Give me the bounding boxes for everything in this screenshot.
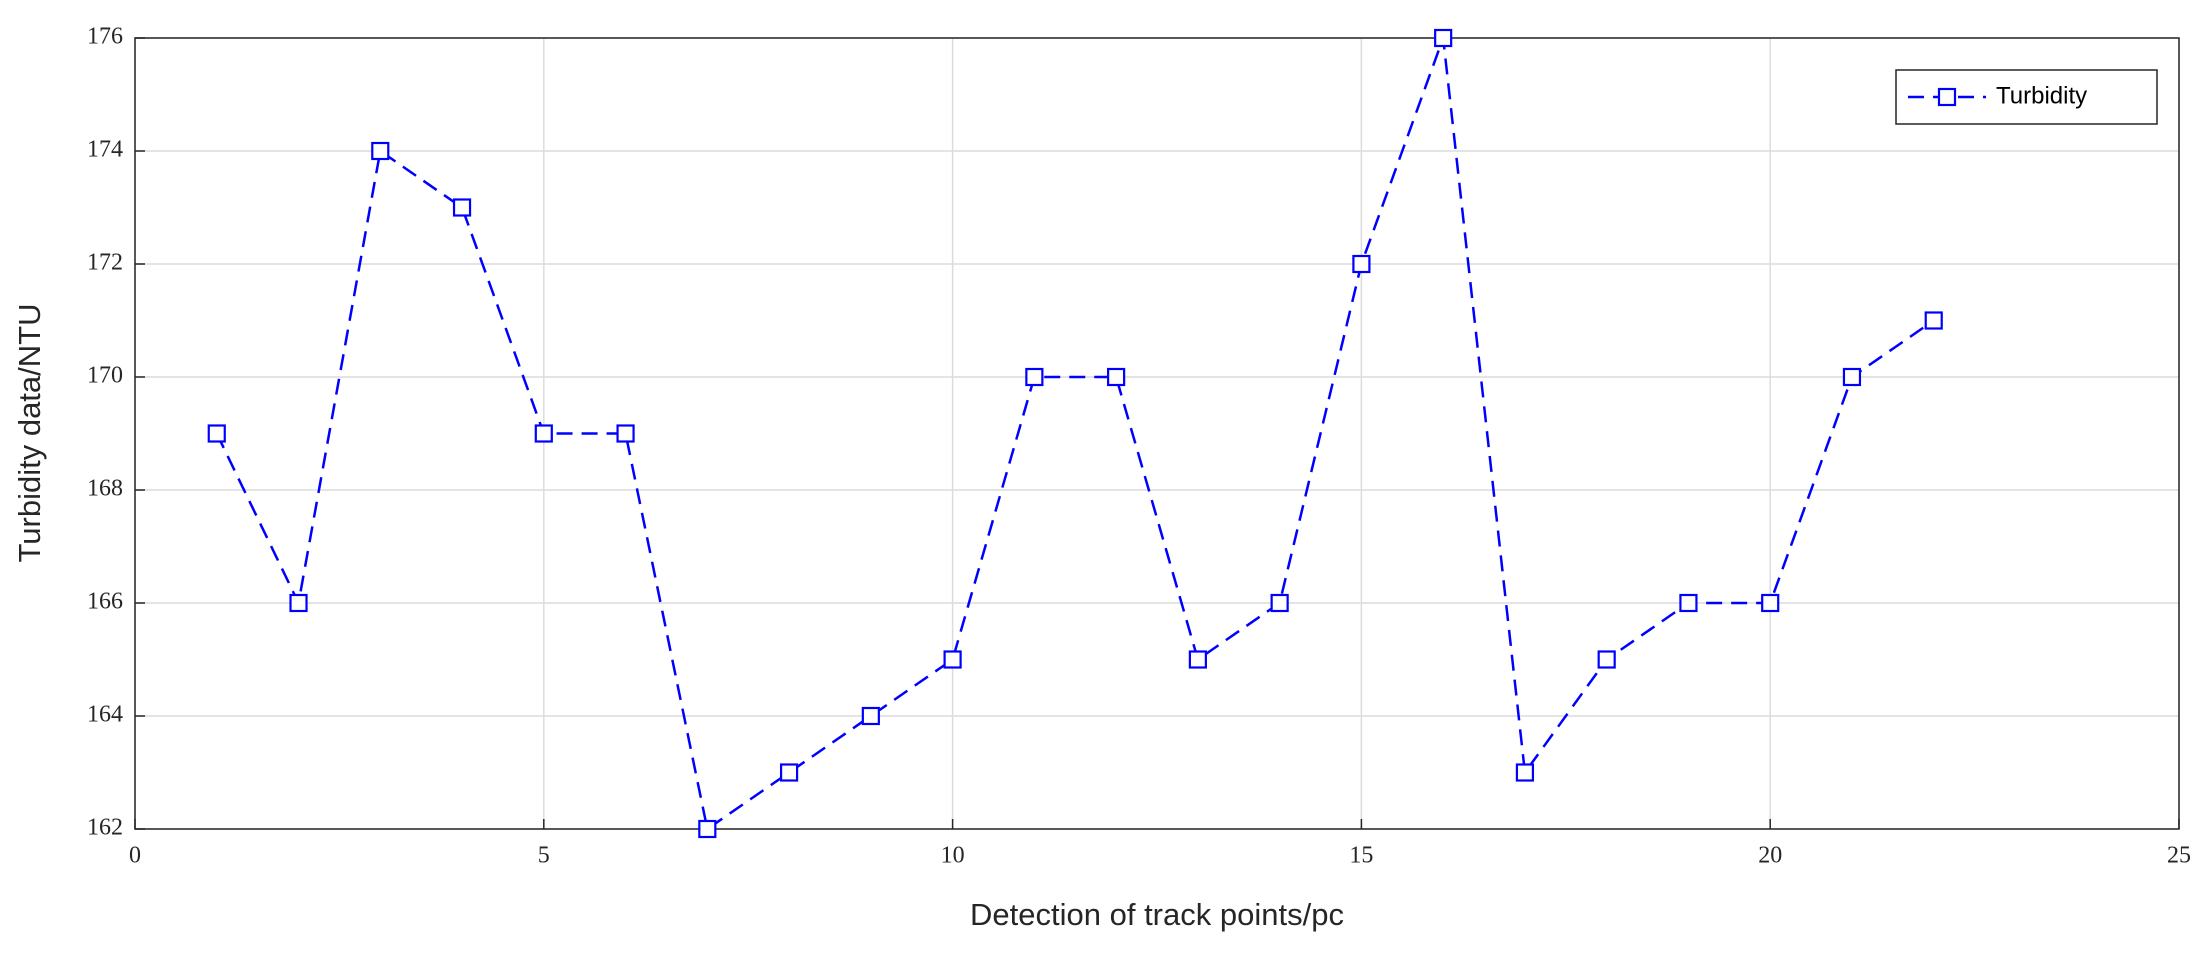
data-point: [1761, 593, 1780, 613]
data-point: [1434, 28, 1453, 48]
y-tick-label: 166: [87, 589, 123, 615]
plot-frame: [134, 37, 2180, 830]
data-point: [861, 706, 880, 726]
x-axis-label: Detection of track points/pc: [970, 897, 1344, 932]
y-tick-label: 162: [87, 815, 123, 841]
y-tick-label: 164: [87, 702, 123, 728]
data-point: [1924, 311, 1943, 330]
y-axis-label: Turbidity data/NTU: [12, 304, 47, 563]
data-point: [1597, 650, 1616, 669]
y-tick-label: 170: [87, 363, 123, 389]
data-point: [779, 763, 799, 782]
data-point: [1188, 650, 1207, 669]
data-point: [371, 141, 390, 161]
y-tick-label: 176: [87, 24, 123, 50]
data-point: [943, 650, 962, 669]
data-point: [698, 819, 717, 839]
data-point: [1025, 367, 1044, 387]
x-tick-label: 25: [2167, 843, 2191, 869]
x-tick-label: 0: [129, 843, 141, 869]
data-point: [616, 424, 635, 443]
data-point: [1270, 593, 1289, 613]
x-tick-label: 10: [941, 843, 965, 869]
x-tick-label: 20: [1758, 843, 1782, 869]
data-point: [207, 424, 226, 443]
data-point: [289, 593, 308, 613]
data-point: [1107, 367, 1126, 387]
data-point: [1679, 593, 1698, 613]
legend-label: Turbidity: [1996, 82, 2087, 109]
data-point: [1842, 367, 1862, 387]
y-tick-label: 172: [87, 250, 123, 276]
plot-area: [207, 28, 1943, 839]
data-point: [452, 198, 472, 217]
data-point: [1352, 254, 1371, 274]
y-tick-label: 174: [87, 137, 123, 163]
y-tick-label: 168: [87, 476, 123, 502]
x-tick-label: 15: [1349, 843, 1373, 869]
legend-marker: [1937, 87, 1957, 107]
x-tick-label: 5: [538, 843, 550, 869]
data-point: [534, 424, 553, 443]
data-line: [215, 37, 1935, 832]
data-point: [1515, 763, 1535, 782]
